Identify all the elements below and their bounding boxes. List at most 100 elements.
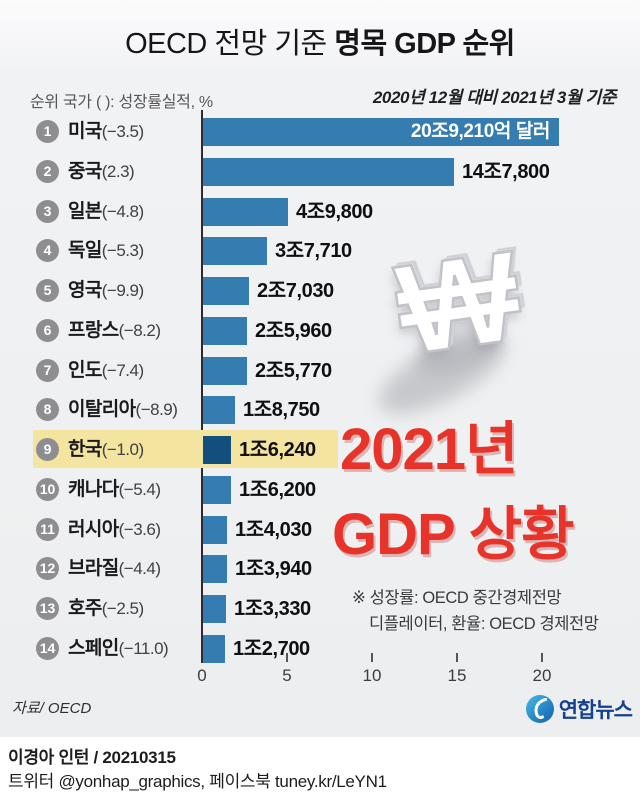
rank-badge: 5 <box>36 279 59 302</box>
x-axis-tick <box>456 653 458 662</box>
gdp-bar <box>203 436 231 464</box>
rank-badge: 13 <box>36 597 59 620</box>
growth-rate: (−11.0) <box>118 638 169 658</box>
gdp-bar <box>203 277 249 305</box>
country-label: 일본(−4.8) <box>68 198 144 226</box>
country-label: 호주(−2.5) <box>68 595 144 623</box>
gdp-bar <box>203 475 231 504</box>
country-label: 스페인(−11.0) <box>68 635 169 663</box>
rank-badge: 14 <box>36 636 59 660</box>
footnote: ※ 성장률: OECD 중간경제전망 디플레이터, 환율: OECD 경제전망 <box>352 585 599 637</box>
x-axis-tick-label: 5 <box>282 666 292 685</box>
growth-rate: (−7.4) <box>101 360 144 380</box>
rank-badge: 9 <box>36 438 59 461</box>
rank-badge: 7 <box>36 358 59 382</box>
gdp-value-label: 20조9,210억 달러 <box>410 121 550 142</box>
gdp-value-label: 1조2,700 <box>233 637 310 660</box>
country-name: 프랑스 <box>68 319 119 341</box>
country-label: 이탈리아(−8.9) <box>68 396 178 424</box>
gdp-bar <box>203 237 267 266</box>
gdp-value-label: 14조7,800 <box>462 160 550 183</box>
country-label: 인도(−7.4) <box>68 357 144 385</box>
gdp-value-label: 1조6,200 <box>239 478 316 501</box>
rank-badge: 4 <box>36 239 59 263</box>
rank-badge: 2 <box>36 159 59 183</box>
basis-note: 2020년 12월 대비 2021년 3월 기준 <box>372 88 617 107</box>
gdp-bar <box>203 157 454 186</box>
won-currency-icon: ₩ <box>387 223 529 384</box>
gdp-value-label: 1조3,940 <box>235 558 312 581</box>
country-name: 인도 <box>68 359 102 381</box>
growth-rate: (−5.3) <box>101 241 144 261</box>
highlight-band-korea <box>33 430 338 468</box>
x-axis-tick-label: 10 <box>362 666 382 685</box>
gdp-value-label: 1조4,030 <box>235 518 312 541</box>
page-title-bold: 명목 GDP 순위 <box>334 28 515 60</box>
country-label: 러시아(−3.6) <box>68 516 161 544</box>
country-name: 한국 <box>68 439 102 460</box>
yonhap-logo: 연합뉴스 <box>525 694 633 724</box>
y-axis-line <box>201 110 203 663</box>
credit-author: 이경아 인턴 / 20210315 <box>8 748 176 767</box>
gdp-value-label: 2조7,030 <box>257 280 334 302</box>
legend-note: 순위 국가 ( ): 성장률실적, % <box>30 94 213 111</box>
overlay-text-year: 2021년 <box>340 417 518 482</box>
growth-rate: (−4.4) <box>118 559 161 579</box>
growth-rate: (−8.9) <box>135 400 178 420</box>
growth-rate: (−1.0) <box>101 440 144 459</box>
country-label: 브라질(−4.4) <box>68 555 161 583</box>
gdp-value-label: 1조8,750 <box>243 399 320 422</box>
country-name: 스페인 <box>68 637 119 659</box>
growth-rate: (−8.2) <box>118 320 161 340</box>
gdp-value-label: 4조9,800 <box>296 200 373 223</box>
gdp-bar <box>203 555 227 584</box>
rank-badge: 11 <box>36 517 59 541</box>
gdp-value-label: 1조6,240 <box>239 439 316 461</box>
country-name: 독일 <box>68 240 102 262</box>
page-title-light: OECD 전망 기준 <box>125 28 335 60</box>
page-title: OECD 전망 기준 명목 GDP 순위 <box>0 20 640 62</box>
overlay-text-gdp: GDP 상황 <box>332 502 574 567</box>
yonhap-logo-icon <box>525 695 554 723</box>
gdp-value-label: 3조7,710 <box>275 240 352 263</box>
gdp-bar <box>203 595 226 623</box>
country-name: 영국 <box>68 280 102 301</box>
country-label: 독일(−5.3) <box>68 237 144 265</box>
x-axis-tick <box>286 653 288 662</box>
country-label: 영국(−9.9) <box>68 277 144 305</box>
gdp-bar <box>203 396 235 425</box>
country-label: 프랑스(−8.2) <box>68 317 161 345</box>
gdp-value-label: 2조5,960 <box>255 319 332 342</box>
x-axis-tick <box>371 653 373 662</box>
growth-rate: (2.3) <box>101 161 135 181</box>
gdp-bar <box>203 356 247 385</box>
country-label: 캐나다(−5.4) <box>68 476 161 504</box>
country-name: 일본 <box>68 200 102 222</box>
growth-rate: (−2.5) <box>101 599 144 618</box>
source-label: 자료/ OECD <box>12 700 92 717</box>
rank-badge: 1 <box>36 120 59 143</box>
credits-strip: 이경아 인턴 / 20210315 트위터 @yonhap_graphics, … <box>0 737 640 793</box>
growth-rate: (−3.6) <box>118 519 161 539</box>
x-axis-tick-label: 0 <box>197 666 207 685</box>
yonhap-logo-text: 연합뉴스 <box>558 699 633 722</box>
footnote-line-2: 디플레이터, 환율: OECD 경제전망 <box>369 615 599 633</box>
country-name: 캐나다 <box>68 478 119 500</box>
rank-badge: 3 <box>36 199 59 223</box>
growth-rate: (−3.5) <box>101 122 144 141</box>
rank-badge: 12 <box>36 557 59 581</box>
growth-rate: (−4.8) <box>101 201 144 221</box>
country-name: 중국 <box>68 160 102 182</box>
x-axis-tick-label: 15 <box>447 666 467 685</box>
country-label: 미국(−3.5) <box>68 118 144 146</box>
country-name: 러시아 <box>68 518 119 540</box>
growth-rate: (−9.9) <box>101 281 144 300</box>
country-name: 미국 <box>68 121 102 142</box>
rank-badge: 6 <box>36 318 59 342</box>
country-label: 중국(2.3) <box>68 158 135 186</box>
rank-badge: 8 <box>36 398 59 422</box>
gdp-bar <box>203 515 227 544</box>
gdp-bar <box>203 316 247 345</box>
gdp-value-label: 1조3,330 <box>234 598 311 620</box>
rank-badge: 10 <box>36 477 59 501</box>
